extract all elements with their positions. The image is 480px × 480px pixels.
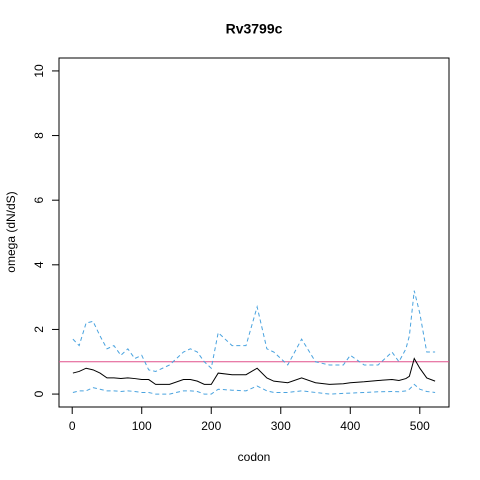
series-line	[72, 383, 436, 395]
y-tick-label: 6	[32, 197, 46, 204]
x-axis-label: codon	[238, 450, 271, 464]
x-tick-label: 300	[271, 419, 291, 433]
y-tick-label: 2	[32, 326, 46, 333]
series-line	[72, 357, 436, 385]
y-tick-label: 10	[32, 64, 46, 78]
y-tick-label: 4	[32, 261, 46, 268]
x-tick-label: 500	[410, 419, 430, 433]
x-tick-label: 200	[201, 419, 221, 433]
x-tick-label: 100	[132, 419, 152, 433]
chart-title: Rv3799c	[226, 21, 283, 37]
series-line	[72, 290, 436, 372]
x-tick-label: 400	[340, 419, 360, 433]
y-axis-label: omega (dN/dS)	[4, 191, 18, 272]
x-tick-label: 0	[69, 419, 76, 433]
y-tick-label: 0	[32, 390, 46, 397]
y-tick-label: 8	[32, 132, 46, 139]
